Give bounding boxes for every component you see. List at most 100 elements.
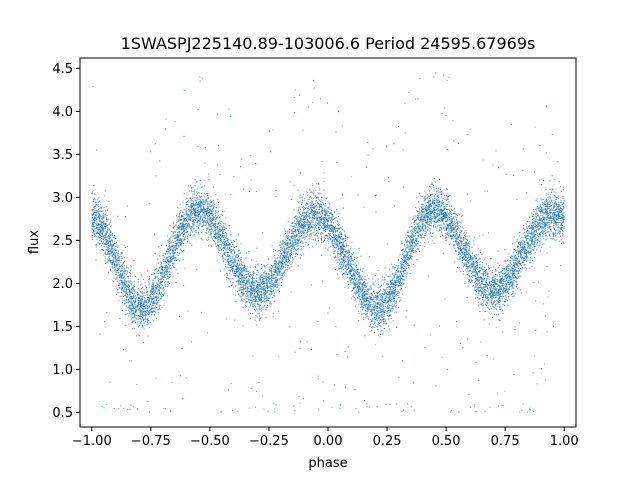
- data-point: [455, 232, 457, 234]
- data-point: [515, 259, 517, 261]
- data-point: [541, 221, 543, 223]
- data-point: [350, 268, 352, 270]
- data-point: [423, 212, 425, 214]
- data-point: [239, 263, 241, 265]
- data-point: [330, 235, 332, 237]
- data-point: [483, 272, 485, 274]
- data-point: [139, 304, 141, 306]
- data-point: [521, 246, 523, 248]
- data-point: [438, 214, 440, 216]
- data-point: [180, 243, 182, 245]
- data-point: [325, 234, 327, 236]
- data-point: [251, 291, 253, 293]
- data-point: [348, 257, 350, 259]
- data-point: [196, 196, 198, 198]
- data-point: [163, 304, 165, 306]
- data-point: [512, 266, 513, 268]
- data-point: [563, 226, 565, 228]
- data-point: [367, 316, 369, 318]
- data-point: [332, 232, 334, 234]
- data-point: [405, 261, 407, 263]
- data-point: [208, 207, 210, 209]
- data-point: [370, 319, 372, 321]
- data-point: [445, 114, 447, 116]
- data-point: [449, 231, 451, 233]
- data-point: [332, 215, 334, 217]
- data-point: [199, 199, 201, 201]
- data-point: [300, 214, 302, 216]
- data-point: [315, 228, 317, 230]
- data-point: [101, 235, 103, 237]
- data-point: [325, 221, 327, 223]
- data-point: [234, 252, 236, 254]
- data-point: [140, 306, 142, 308]
- data-point: [115, 253, 116, 255]
- data-point: [121, 290, 123, 292]
- data-point: [273, 283, 275, 285]
- data-point: [368, 289, 370, 291]
- data-point: [127, 205, 129, 207]
- data-point: [453, 244, 455, 246]
- data-point: [335, 326, 337, 328]
- data-point: [217, 233, 219, 235]
- data-point: [509, 282, 511, 284]
- data-point: [182, 250, 184, 252]
- data-point: [122, 271, 124, 273]
- data-point: [261, 273, 263, 275]
- data-point: [498, 284, 500, 286]
- data-point: [554, 232, 556, 234]
- data-point: [361, 306, 363, 308]
- data-point: [139, 307, 141, 309]
- data-point: [302, 208, 304, 210]
- data-point: [127, 275, 129, 277]
- data-point: [361, 290, 363, 292]
- data-point: [188, 201, 190, 203]
- data-point: [485, 271, 487, 273]
- data-point: [515, 280, 517, 282]
- data-point: [271, 266, 273, 268]
- data-point: [561, 190, 563, 192]
- data-point: [514, 273, 516, 275]
- data-point: [460, 230, 462, 232]
- data-point: [445, 239, 447, 241]
- data-point: [302, 129, 304, 131]
- data-point: [119, 267, 121, 269]
- data-point: [495, 326, 497, 328]
- data-point: [149, 297, 151, 299]
- data-point: [118, 259, 120, 261]
- data-point: [496, 275, 498, 277]
- data-point: [139, 295, 141, 297]
- data-point: [152, 305, 154, 307]
- data-point: [474, 278, 476, 280]
- data-point: [453, 221, 455, 223]
- data-point: [360, 288, 362, 290]
- data-point: [314, 238, 316, 240]
- data-point: [306, 341, 308, 343]
- data-point: [183, 221, 185, 223]
- data-point: [562, 224, 564, 226]
- data-point: [467, 242, 469, 244]
- data-point: [246, 279, 248, 281]
- data-point: [223, 248, 225, 250]
- data-point: [103, 252, 105, 254]
- data-point: [293, 97, 295, 99]
- data-point: [175, 234, 177, 236]
- data-point: [309, 206, 311, 208]
- data-point: [488, 323, 490, 325]
- data-point: [448, 211, 450, 213]
- data-point: [454, 237, 456, 239]
- data-point: [532, 220, 534, 222]
- data-point: [323, 221, 325, 223]
- data-point: [387, 290, 389, 292]
- data-point: [459, 247, 461, 249]
- data-point: [531, 232, 533, 234]
- data-point: [561, 212, 563, 214]
- data-point: [495, 293, 497, 295]
- data-point: [270, 303, 272, 305]
- data-point: [177, 240, 179, 242]
- data-point: [196, 199, 198, 201]
- data-point: [463, 239, 465, 241]
- data-point: [446, 217, 448, 219]
- data-point: [447, 224, 449, 226]
- data-point: [347, 268, 349, 270]
